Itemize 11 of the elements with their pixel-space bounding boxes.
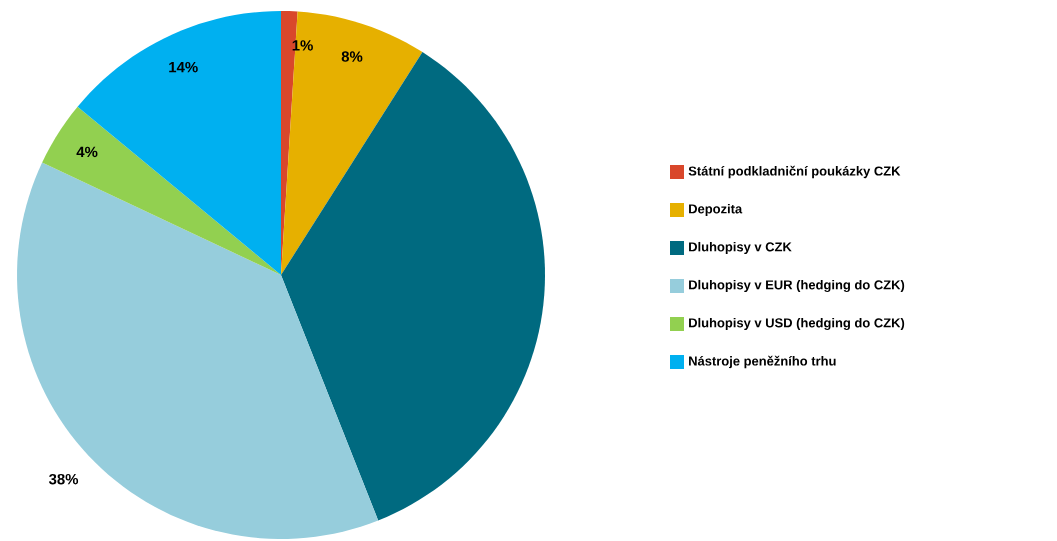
legend-label: Státní podkladniční poukázky CZK	[688, 165, 901, 179]
legend-label: Depozita	[689, 203, 743, 217]
data-label: 1%	[292, 40, 313, 51]
legend-label: Dluhopisy v CZK	[689, 241, 792, 255]
data-label: 4%	[76, 146, 98, 158]
legend-label: Dluhopisy v EUR (hedging do CZK)	[689, 279, 905, 293]
data-label: 38%	[48, 473, 79, 485]
legend-label: Dluhopisy v USD (hedging do CZK)	[689, 317, 905, 331]
data-label: 8%	[341, 51, 363, 62]
legend-label: Nástroje peněžního trhu	[689, 355, 836, 369]
data-label: 14%	[169, 61, 198, 73]
